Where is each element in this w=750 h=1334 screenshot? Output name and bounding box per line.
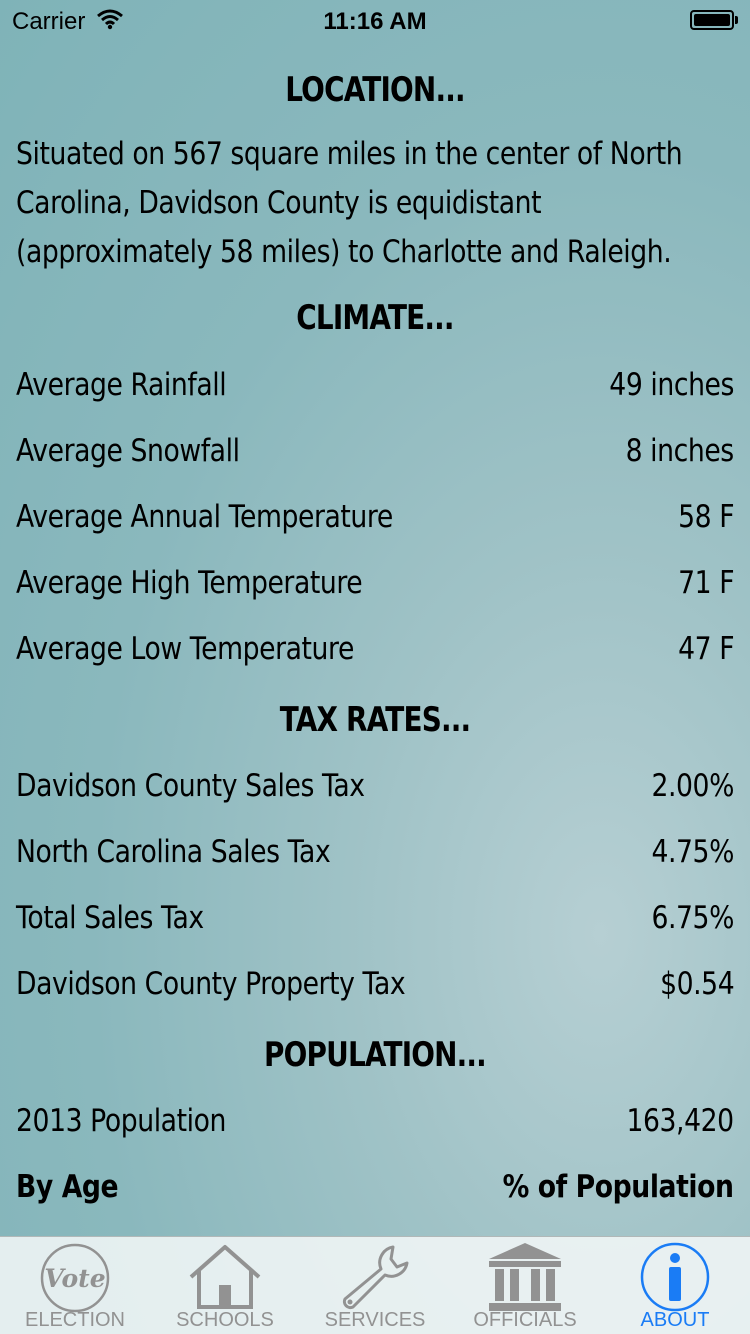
- tab-schools[interactable]: SCHOOLS: [150, 1237, 300, 1334]
- info-icon: [635, 1241, 715, 1313]
- tab-label: ELECTION: [24, 1309, 126, 1331]
- row-value: 2.00%: [651, 768, 734, 804]
- location-description: Situated on 567 square miles in the cent…: [16, 130, 736, 277]
- house-icon: [185, 1241, 265, 1313]
- location-line: (approximately 58 miles) to Charlotte an…: [16, 234, 672, 270]
- row-label: North Carolina Sales Tax: [16, 834, 331, 870]
- about-content: LOCATION... Situated on 567 square miles…: [16, 70, 736, 1219]
- row-label: Average High Temperature: [16, 565, 363, 601]
- row-value: 47 F: [677, 631, 734, 667]
- row-value: 49 inches: [609, 367, 734, 403]
- row-label: Average Low Temperature: [16, 631, 354, 667]
- tab-officials[interactable]: OFFICIALS: [450, 1237, 600, 1334]
- tax-rates-title: TAX RATES...: [279, 700, 471, 740]
- tab-bar: Vote ELECTION SCHOOLS SERVICES: [0, 1236, 750, 1334]
- row-value: 71 F: [677, 565, 734, 601]
- tax-row: Davidson County Property Tax $0.54: [16, 966, 734, 1016]
- row-value: 163,420: [626, 1103, 735, 1139]
- climate-row: Average High Temperature 71 F: [16, 565, 734, 615]
- tab-label: SERVICES: [324, 1309, 426, 1331]
- tax-row: North Carolina Sales Tax 4.75%: [16, 834, 734, 884]
- tab-services[interactable]: SERVICES: [300, 1237, 450, 1334]
- population-title: POPULATION...: [264, 1035, 487, 1075]
- row-label: Total Sales Tax: [16, 900, 204, 936]
- vote-icon: Vote: [35, 1241, 115, 1313]
- row-label: 2013 Population: [16, 1103, 226, 1139]
- row-value: 4.75%: [651, 834, 734, 870]
- row-label: Average Annual Temperature: [16, 499, 393, 535]
- climate-row: Average Rainfall 49 inches: [16, 367, 734, 417]
- row-label: Average Snowfall: [16, 433, 240, 469]
- tab-about[interactable]: ABOUT: [600, 1237, 750, 1334]
- climate-row: Average Snowfall 8 inches: [16, 433, 734, 483]
- age-header-row: By Age % of Population: [16, 1169, 734, 1219]
- location-title: LOCATION...: [285, 70, 465, 110]
- tax-row: Total Sales Tax 6.75%: [16, 900, 734, 950]
- row-label: Davidson County Property Tax: [16, 966, 406, 1002]
- wrench-icon: [335, 1241, 415, 1313]
- government-building-icon: [485, 1241, 565, 1313]
- age-header-value: % of Population: [503, 1169, 734, 1205]
- climate-row: Average Annual Temperature 58 F: [16, 499, 734, 549]
- row-value: 8 inches: [625, 433, 735, 469]
- tab-election[interactable]: Vote ELECTION: [0, 1237, 150, 1334]
- climate-title: CLIMATE...: [296, 298, 454, 338]
- status-bar: Carrier 11:16 AM: [0, 0, 750, 40]
- tab-label: SCHOOLS: [176, 1309, 274, 1331]
- battery-icon: [690, 10, 738, 30]
- tab-label: ABOUT: [640, 1309, 710, 1331]
- wifi-icon: [96, 8, 124, 37]
- climate-row: Average Low Temperature 47 F: [16, 631, 734, 681]
- row-label: Average Rainfall: [16, 367, 227, 403]
- row-value: $0.54: [659, 966, 735, 1002]
- vote-icon-text: Vote: [44, 1264, 105, 1293]
- location-line: Situated on 567 square miles in the cent…: [16, 136, 683, 172]
- row-label: Davidson County Sales Tax: [16, 768, 365, 804]
- carrier-label: Carrier: [12, 8, 86, 35]
- row-value: 58 F: [677, 499, 734, 535]
- tab-label: OFFICIALS: [473, 1309, 577, 1331]
- age-header-label: By Age: [16, 1169, 119, 1205]
- row-value: 6.75%: [651, 900, 734, 936]
- tax-row: Davidson County Sales Tax 2.00%: [16, 768, 734, 818]
- location-line: Carolina, Davidson County is equidistant: [16, 185, 542, 221]
- population-row: 2013 Population 163,420: [16, 1103, 734, 1153]
- status-time: 11:16 AM: [323, 8, 427, 35]
